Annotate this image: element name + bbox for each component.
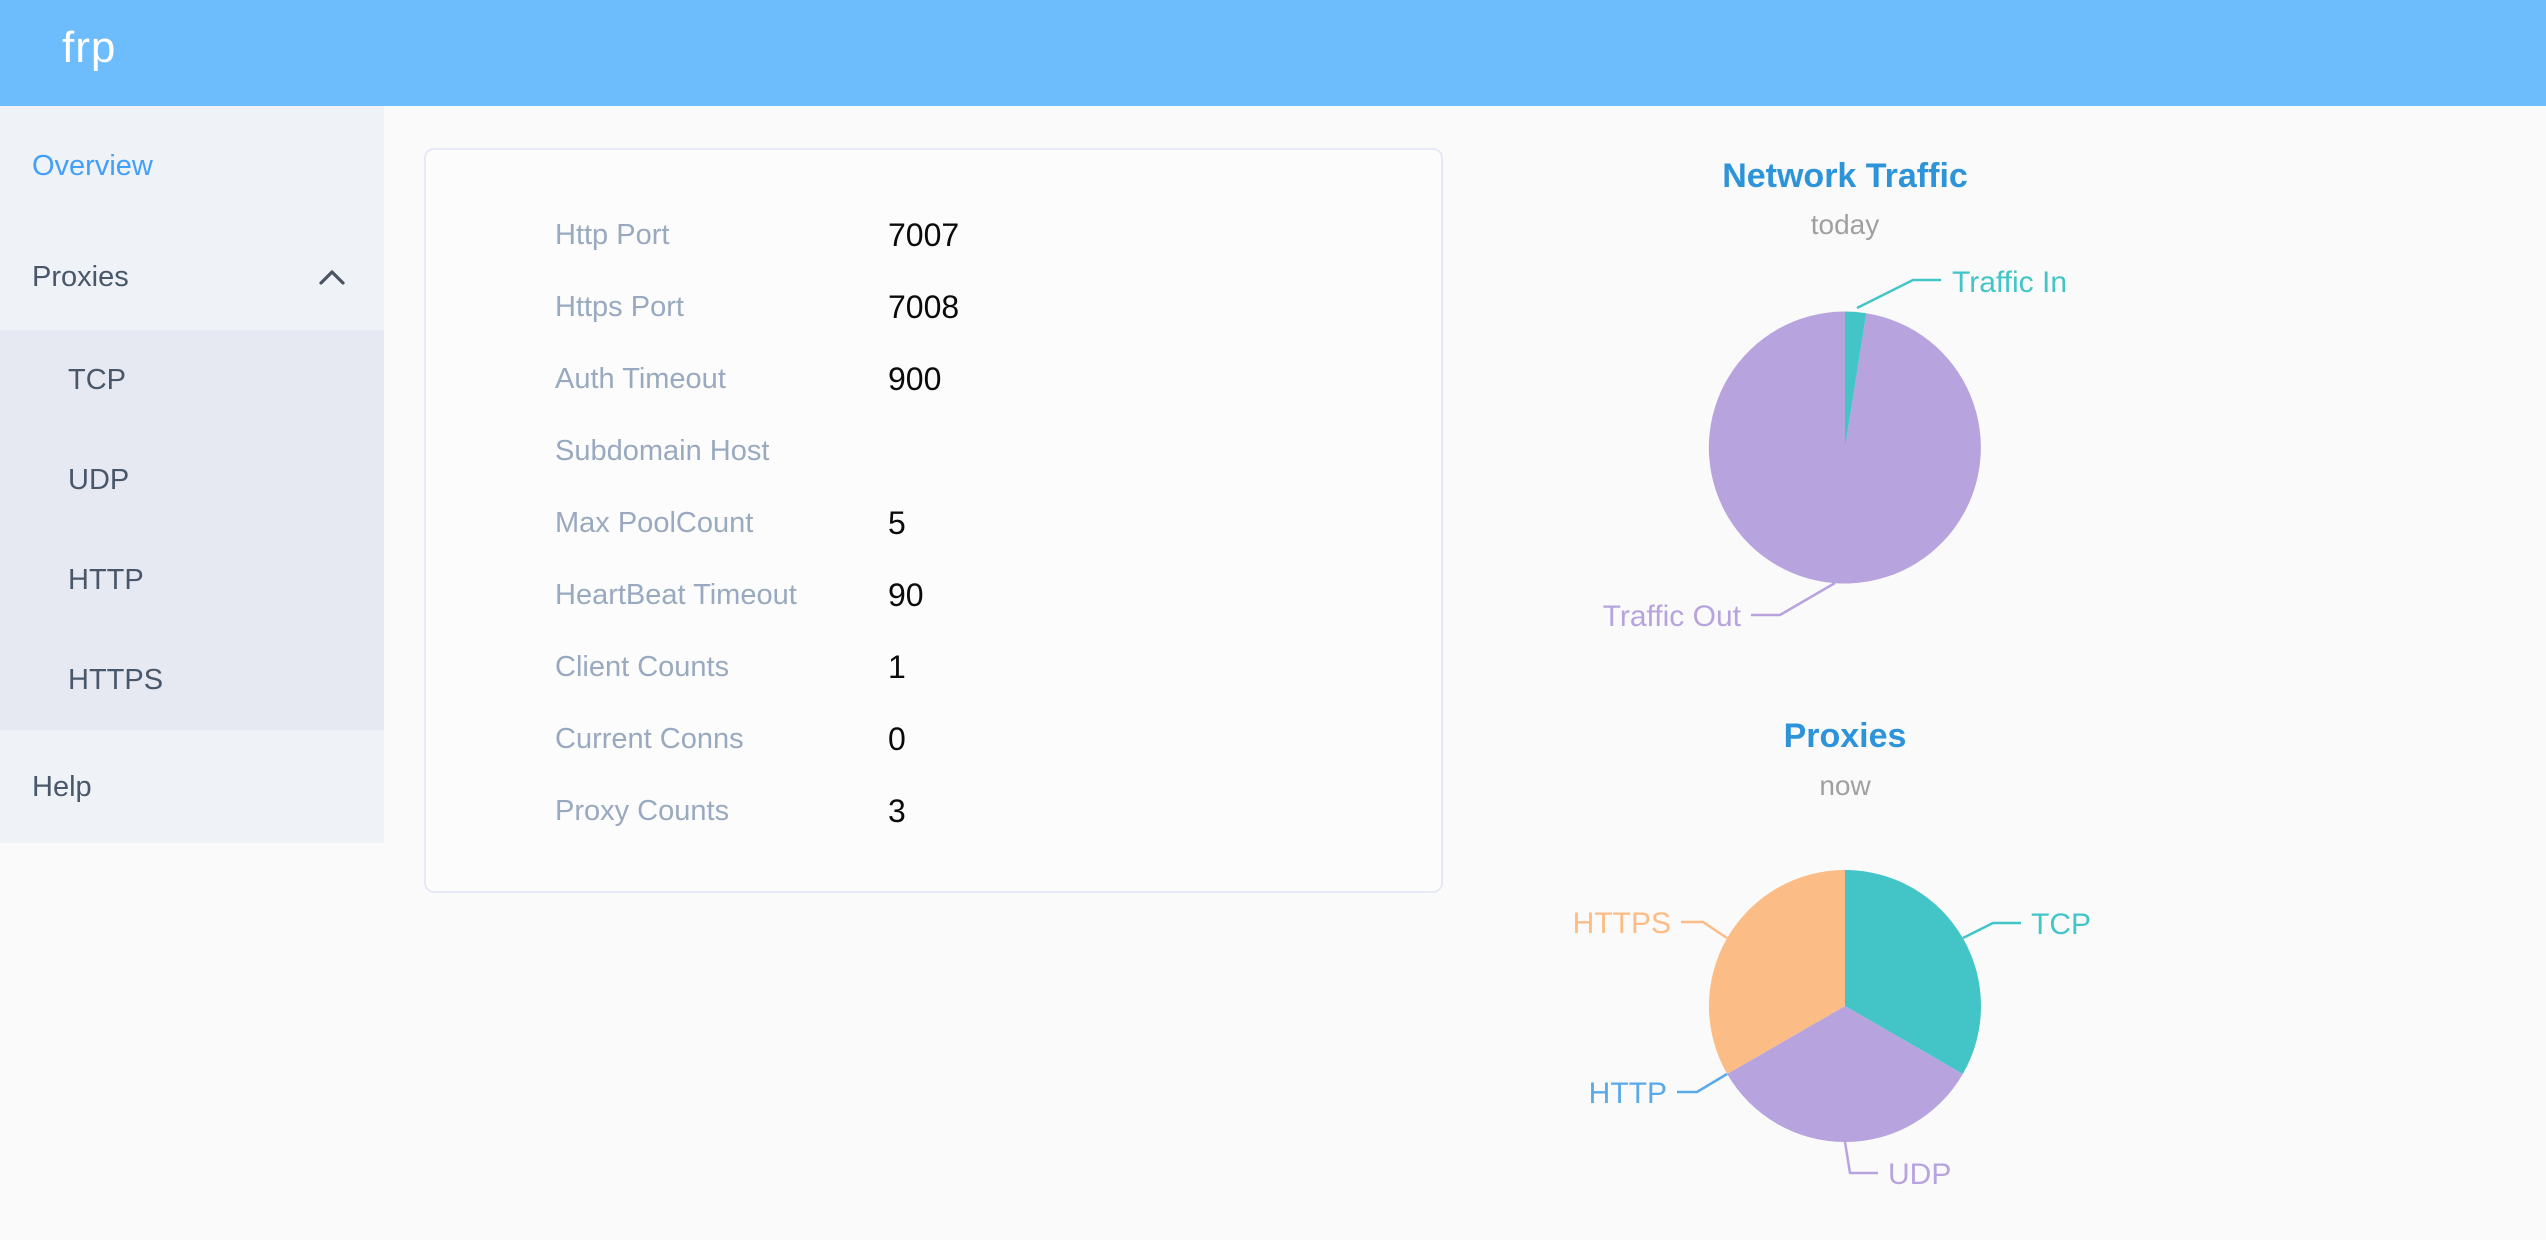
info-label: HeartBeat Timeout bbox=[555, 578, 797, 611]
info-row-http-port: Http Port 7007 bbox=[426, 200, 1441, 272]
pie-label-traffic-in: Traffic In bbox=[1952, 266, 2067, 299]
network-traffic-subtitle: today bbox=[1810, 209, 1880, 240]
app-logo: frp bbox=[62, 23, 117, 72]
info-value: 7007 bbox=[888, 216, 960, 253]
sidebar-item-label: HTTPS bbox=[68, 663, 164, 696]
sidebar-item-tcp[interactable]: TCP bbox=[0, 330, 384, 430]
sidebar-item-help[interactable]: Help bbox=[0, 735, 384, 839]
chevron-up-icon[interactable] bbox=[319, 268, 345, 286]
pie-slice-udp[interactable] bbox=[1727, 1006, 1963, 1143]
server-info-rows: Http Port 7007 Https Port 7008 Auth Time… bbox=[426, 200, 1441, 848]
info-row-current-conns: Current Conns 0 bbox=[426, 704, 1441, 776]
sidebar-item-udp[interactable]: UDP bbox=[0, 430, 384, 530]
proxies-submenu: TCP UDP HTTP HTTPS bbox=[0, 330, 384, 730]
proxies-subtitle: now bbox=[1819, 770, 1871, 801]
pie-slice-https[interactable] bbox=[1708, 870, 1845, 1074]
sidebar-item-label: UDP bbox=[68, 463, 130, 496]
pie-label-traffic-out: Traffic Out bbox=[1603, 600, 1742, 633]
info-value: 3 bbox=[888, 792, 906, 829]
proxies-pie-chart: TCP HTTPS HTTP UDP bbox=[1573, 870, 2091, 1191]
info-label: Subdomain Host bbox=[555, 434, 770, 467]
sidebar-item-label: Proxies bbox=[32, 260, 129, 293]
info-label: Http Port bbox=[555, 218, 670, 251]
leader-line-tcp bbox=[1962, 921, 2021, 940]
info-label: Max PoolCount bbox=[555, 506, 754, 539]
info-value: 900 bbox=[888, 360, 942, 397]
pie-label-tcp: TCP bbox=[2031, 908, 2091, 941]
server-info-card: Http Port 7007 Https Port 7008 Auth Time… bbox=[424, 148, 1443, 893]
sidebar-item-label: Overview bbox=[32, 149, 153, 182]
info-row-proxy-counts: Proxy Counts 3 bbox=[426, 776, 1441, 848]
sidebar-item-proxies[interactable]: Proxies bbox=[0, 231, 384, 323]
info-label: Auth Timeout bbox=[555, 362, 726, 395]
info-row-client-counts: Client Counts 1 bbox=[426, 632, 1441, 704]
info-value: 1 bbox=[888, 648, 906, 685]
leader-line-traffic-out bbox=[1751, 581, 1836, 617]
info-row-max-poolcount: Max PoolCount 5 bbox=[426, 488, 1441, 560]
network-traffic-pie-chart: Traffic In Traffic Out bbox=[1603, 266, 2067, 633]
leader-line-traffic-in bbox=[1856, 278, 1941, 310]
info-row-auth-timeout: Auth Timeout 900 bbox=[426, 344, 1441, 416]
info-value: 0 bbox=[888, 720, 906, 757]
pie-label-udp: UDP bbox=[1888, 1158, 1951, 1191]
info-value: 5 bbox=[888, 504, 906, 541]
pie-slice-traffic-out[interactable] bbox=[1708, 311, 1981, 584]
info-value: 90 bbox=[888, 576, 924, 613]
app-header: frp bbox=[0, 0, 2546, 106]
info-label: Proxy Counts bbox=[555, 794, 730, 827]
pie-label-https: HTTPS bbox=[1573, 907, 1671, 940]
sidebar-item-overview[interactable]: Overview bbox=[0, 120, 384, 212]
network-traffic-title: Network Traffic bbox=[1722, 157, 1968, 195]
info-label: Current Conns bbox=[555, 722, 744, 755]
info-row-subdomain-host: Subdomain Host bbox=[426, 416, 1441, 488]
info-label: Https Port bbox=[555, 290, 684, 323]
sidebar: Overview Proxies TCP UDP HTTP HTTPS Help bbox=[0, 106, 384, 843]
leader-line-http bbox=[1677, 1072, 1728, 1094]
info-row-https-port: Https Port 7008 bbox=[426, 272, 1441, 344]
sidebar-item-https[interactable]: HTTPS bbox=[0, 630, 384, 730]
leader-line-https bbox=[1681, 920, 1728, 940]
info-value: 7008 bbox=[888, 288, 960, 325]
pie-slice-tcp[interactable] bbox=[1845, 870, 1982, 1074]
pie-label-http: HTTP bbox=[1589, 1077, 1667, 1110]
leader-line-udp bbox=[1843, 1141, 1878, 1175]
sidebar-item-label: Help bbox=[32, 770, 92, 803]
proxies-title: Proxies bbox=[1783, 717, 1907, 755]
sidebar-item-label: TCP bbox=[68, 363, 126, 396]
sidebar-item-label: HTTP bbox=[68, 563, 144, 596]
info-row-heartbeat-timeout: HeartBeat Timeout 90 bbox=[426, 560, 1441, 632]
pie-slice-traffic-in[interactable] bbox=[1845, 311, 1867, 448]
info-label: Client Counts bbox=[555, 650, 730, 683]
sidebar-item-http[interactable]: HTTP bbox=[0, 530, 384, 630]
